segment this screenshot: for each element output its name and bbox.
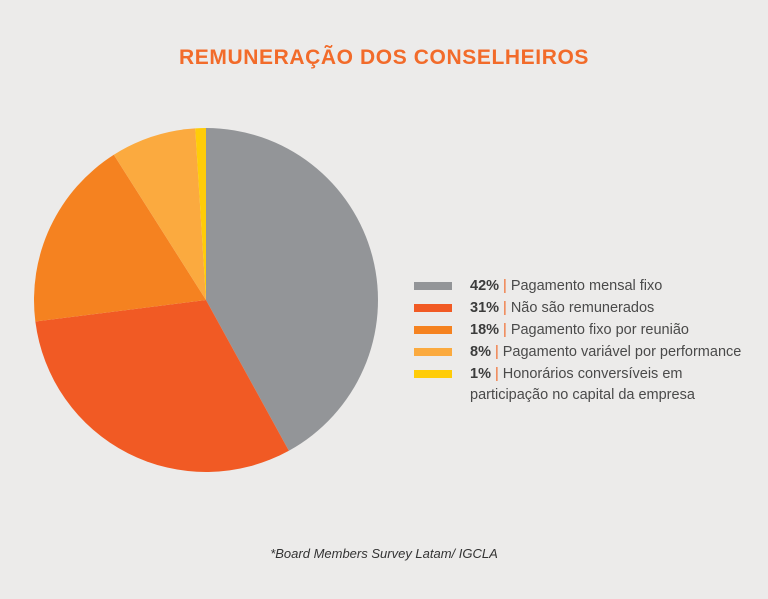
legend-label: Não são remunerados xyxy=(510,300,655,316)
legend-percent: 18% xyxy=(470,322,500,338)
legend-swatch xyxy=(414,326,452,334)
legend-separator: | xyxy=(494,366,499,382)
legend-label: Pagamento fixo por reunião xyxy=(510,322,689,338)
pie-slice xyxy=(113,128,206,300)
legend-swatch xyxy=(414,282,452,290)
legend-separator: | xyxy=(503,300,507,316)
legend-label: Pagamento mensal fixo xyxy=(510,278,663,294)
pie-slice xyxy=(34,154,207,322)
legend-percent: 42% xyxy=(470,278,500,294)
chart-title: REMUNERAÇÃO DOS CONSELHEIROS xyxy=(179,46,589,69)
legend-text: 18% | Pagamento fixo por reunião xyxy=(470,320,754,341)
legend-item: 8% | Pagamento variável por performance xyxy=(414,342,754,363)
legend-item: 18% | Pagamento fixo por reunião xyxy=(414,320,754,341)
legend-percent: 8% xyxy=(470,344,491,360)
legend-separator: | xyxy=(503,278,507,294)
legend-separator: | xyxy=(503,322,507,338)
legend-text: 1% | Honorários conversíveis em participaç… xyxy=(470,364,754,406)
legend-item: 42% | Pagamento mensal fixo xyxy=(414,276,754,297)
pie-slice xyxy=(206,128,379,451)
legend-item: 1% | Honorários conversíveis em participaç… xyxy=(414,364,754,406)
legend-swatch xyxy=(414,348,452,356)
legend-label: Honorários conversíveis em participação … xyxy=(470,366,695,403)
legend-text: 31% | Não são remunerados xyxy=(470,298,754,319)
legend-percent: 31% xyxy=(470,300,500,316)
legend-swatch xyxy=(414,370,452,378)
chart-legend: 42% | Pagamento mensal fixo 31% | Não são rem… xyxy=(414,276,754,407)
legend-text: 8% | Pagamento variável por performance xyxy=(470,342,754,363)
legend-swatch xyxy=(414,304,452,312)
pie-slice xyxy=(35,300,289,472)
legend-item: 31% | Não são remunerados xyxy=(414,298,754,319)
legend-label: Pagamento variável por performance xyxy=(502,344,742,360)
footnote: *Board Members Survey Latam/ IGCLA xyxy=(270,546,498,561)
legend-separator: | xyxy=(494,344,499,360)
legend-percent: 1% xyxy=(470,366,491,382)
legend-text: 42% | Pagamento mensal fixo xyxy=(470,276,754,297)
pie-slice xyxy=(195,128,206,300)
